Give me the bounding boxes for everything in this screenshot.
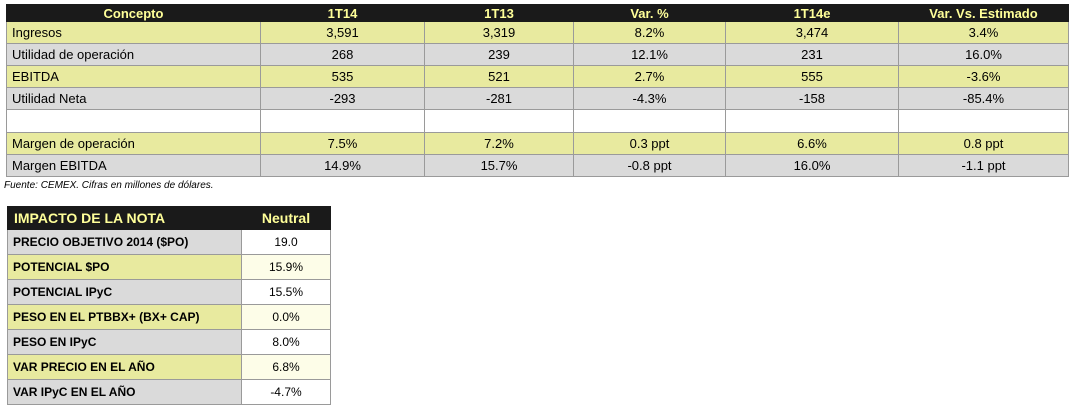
cell: -293 xyxy=(260,87,425,110)
cell: 6.6% xyxy=(725,132,899,155)
cell: -0.8 ppt xyxy=(573,154,726,177)
impact-value: 15.9% xyxy=(241,254,331,280)
impact-label: PRECIO OBJETIVO 2014 ($PO) xyxy=(7,229,242,255)
cell: 0.3 ppt xyxy=(573,132,726,155)
cell: -4.3% xyxy=(573,87,726,110)
col-header-1t13: 1T13 xyxy=(424,4,574,22)
cell: 239 xyxy=(424,43,574,66)
cell: 231 xyxy=(725,43,899,66)
source-note: Fuente: CEMEX. Cifras en millones de dól… xyxy=(4,180,214,191)
table-row-blank xyxy=(6,109,1069,133)
cell: 12.1% xyxy=(573,43,726,66)
table-row: EBITDA 535 521 2.7% 555 -3.6% xyxy=(6,65,1069,88)
row-label xyxy=(6,109,261,133)
cell: 3,591 xyxy=(260,21,425,44)
cell: 268 xyxy=(260,43,425,66)
impact-row: POTENCIAL $PO 15.9% xyxy=(7,254,331,280)
cell: 15.7% xyxy=(424,154,574,177)
impact-label: VAR PRECIO EN EL AÑO xyxy=(7,354,242,380)
row-label: Margen de operación xyxy=(6,132,261,155)
impact-header-row: IMPACTO DE LA NOTA Neutral xyxy=(7,206,331,230)
col-header-1t14e: 1T14e xyxy=(725,4,899,22)
impact-label: PESO EN IPyC xyxy=(7,329,242,355)
impact-row: PESO EN EL PTBBX+ (BX+ CAP) 0.0% xyxy=(7,304,331,330)
impact-table: IMPACTO DE LA NOTA Neutral PRECIO OBJETI… xyxy=(7,206,331,405)
impact-value: 15.5% xyxy=(241,279,331,305)
cell xyxy=(424,109,574,133)
col-header-concepto: Concepto xyxy=(6,4,261,22)
cell: -3.6% xyxy=(898,65,1069,88)
cell: 16.0% xyxy=(898,43,1069,66)
cell: 555 xyxy=(725,65,899,88)
row-label: EBITDA xyxy=(6,65,261,88)
impact-rating: Neutral xyxy=(241,206,331,230)
col-header-var-vs-estimado: Var. Vs. Estimado xyxy=(898,4,1069,22)
impact-value: 0.0% xyxy=(241,304,331,330)
row-label: Ingresos xyxy=(6,21,261,44)
cell xyxy=(573,109,726,133)
cell: 7.2% xyxy=(424,132,574,155)
cell: 3,319 xyxy=(424,21,574,44)
cell: 14.9% xyxy=(260,154,425,177)
financial-results-table: Concepto 1T14 1T13 Var. % 1T14e Var. Vs.… xyxy=(6,4,1069,177)
cell: -1.1 ppt xyxy=(898,154,1069,177)
cell xyxy=(898,109,1069,133)
cell: 3.4% xyxy=(898,21,1069,44)
cell: -85.4% xyxy=(898,87,1069,110)
impact-row: VAR PRECIO EN EL AÑO 6.8% xyxy=(7,354,331,380)
table-row: Margen EBITDA 14.9% 15.7% -0.8 ppt 16.0%… xyxy=(6,154,1069,177)
impact-label: PESO EN EL PTBBX+ (BX+ CAP) xyxy=(7,304,242,330)
impact-value: 8.0% xyxy=(241,329,331,355)
cell: 8.2% xyxy=(573,21,726,44)
col-header-1t14: 1T14 xyxy=(260,4,425,22)
cell: 3,474 xyxy=(725,21,899,44)
row-label: Utilidad Neta xyxy=(6,87,261,110)
row-label: Margen EBITDA xyxy=(6,154,261,177)
table-row: Utilidad de operación 268 239 12.1% 231 … xyxy=(6,43,1069,66)
cell: -281 xyxy=(424,87,574,110)
table-row: Utilidad Neta -293 -281 -4.3% -158 -85.4… xyxy=(6,87,1069,110)
table-header-row: Concepto 1T14 1T13 Var. % 1T14e Var. Vs.… xyxy=(6,4,1069,22)
table-row: Ingresos 3,591 3,319 8.2% 3,474 3.4% xyxy=(6,21,1069,44)
cell: 2.7% xyxy=(573,65,726,88)
cell: 16.0% xyxy=(725,154,899,177)
table-row: Margen de operación 7.5% 7.2% 0.3 ppt 6.… xyxy=(6,132,1069,155)
impact-value: 6.8% xyxy=(241,354,331,380)
cell: -158 xyxy=(725,87,899,110)
impact-label: POTENCIAL $PO xyxy=(7,254,242,280)
cell xyxy=(260,109,425,133)
impact-row: POTENCIAL IPyC 15.5% xyxy=(7,279,331,305)
impact-label: POTENCIAL IPyC xyxy=(7,279,242,305)
col-header-var-pct: Var. % xyxy=(573,4,726,22)
cell: 7.5% xyxy=(260,132,425,155)
cell: 521 xyxy=(424,65,574,88)
impact-title: IMPACTO DE LA NOTA xyxy=(7,206,242,230)
impact-row: PRECIO OBJETIVO 2014 ($PO) 19.0 xyxy=(7,229,331,255)
impact-row: PESO EN IPyC 8.0% xyxy=(7,329,331,355)
cell xyxy=(725,109,899,133)
impact-value: 19.0 xyxy=(241,229,331,255)
row-label: Utilidad de operación xyxy=(6,43,261,66)
cell: 0.8 ppt xyxy=(898,132,1069,155)
cell: 535 xyxy=(260,65,425,88)
